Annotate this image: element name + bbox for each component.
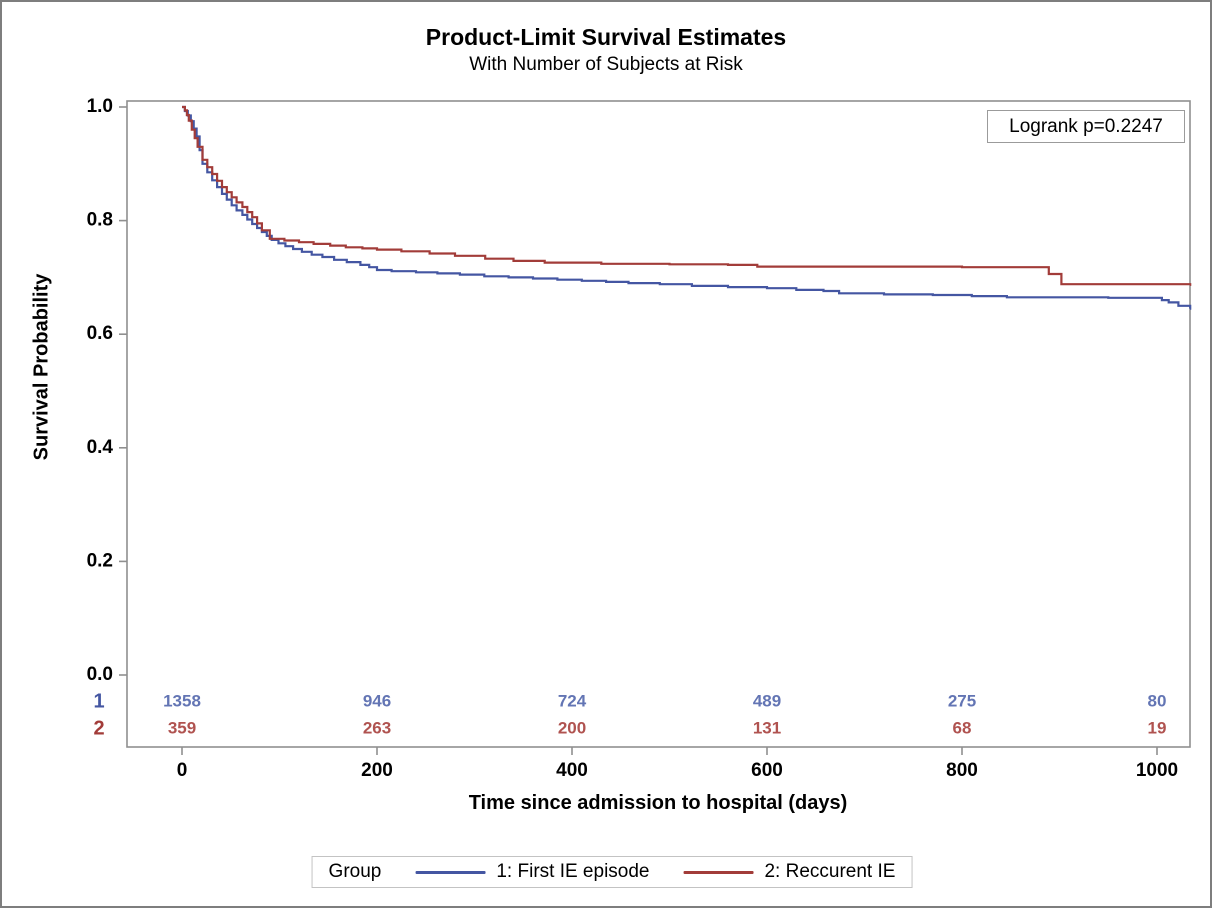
x-tick-label: 1000 <box>1136 760 1178 781</box>
at-risk-count: 131 <box>753 718 781 737</box>
at-risk-count: 489 <box>753 691 781 710</box>
at-risk-count: 80 <box>1148 691 1167 710</box>
y-tick-label: 0.8 <box>87 210 113 231</box>
y-tick-label: 0.2 <box>87 550 113 571</box>
at-risk-count: 1358 <box>163 691 201 710</box>
at-risk-count: 68 <box>953 718 972 737</box>
y-tick-label: 1.0 <box>87 96 113 117</box>
at-risk-row-label-2: 2 <box>93 717 104 739</box>
x-tick-label: 800 <box>946 760 978 781</box>
legend-entry-1-label: 1: First IE episode <box>496 861 650 882</box>
legend-title: Group <box>328 861 382 882</box>
chart-title: Product-Limit Survival Estimates <box>425 24 787 50</box>
y-tick-label: 0.0 <box>87 664 113 685</box>
y-axis-label: Survival Probability <box>30 273 53 461</box>
at-risk-count: 200 <box>558 718 586 737</box>
x-tick-label: 400 <box>556 760 588 781</box>
legend: Group 1: First IE episode 2: Reccurent I… <box>311 856 913 888</box>
chart-subtitle: With Number of Subjects at Risk <box>469 54 743 75</box>
plot-frame <box>126 100 1191 748</box>
survival-curve-2 <box>182 105 1192 286</box>
y-tick-label: 0.6 <box>87 323 113 344</box>
legend-entry-1: 1: First IE episode <box>415 861 649 883</box>
x-tick-label: 200 <box>361 760 393 781</box>
x-tick-label: 600 <box>751 760 783 781</box>
at-risk-count: 19 <box>1148 718 1167 737</box>
x-axis-label: Time since admission to hospital (days) <box>468 792 848 814</box>
at-risk-count: 724 <box>558 691 587 710</box>
y-tick-label: 0.4 <box>87 437 114 458</box>
at-risk-count: 263 <box>363 718 391 737</box>
legend-line-1 <box>415 870 486 874</box>
legend-line-2 <box>683 870 754 874</box>
at-risk-row-label-1: 1 <box>93 690 104 712</box>
survival-curve-1 <box>182 105 1192 310</box>
at-risk-count: 946 <box>363 691 391 710</box>
at-risk-count: 359 <box>168 718 196 737</box>
legend-entry-2-label: 2: Reccurent IE <box>764 861 896 882</box>
logrank-pvalue-box: Logrank p=0.2247 <box>987 110 1185 143</box>
legend-entry-2: 2: Reccurent IE <box>683 861 895 883</box>
x-tick-label: 0 <box>177 760 188 781</box>
at-risk-count: 275 <box>948 691 976 710</box>
